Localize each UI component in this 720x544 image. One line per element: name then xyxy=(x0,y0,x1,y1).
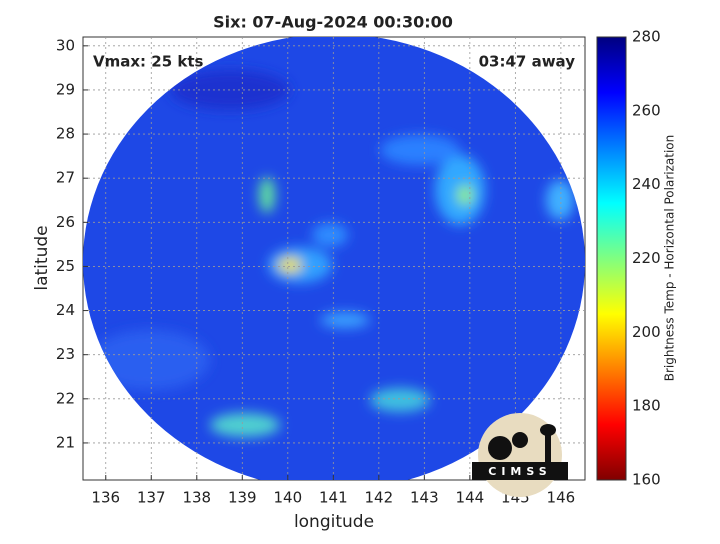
y-tick-label: 22 xyxy=(56,389,75,407)
grid xyxy=(83,37,585,480)
colorbar-tick-label: 240 xyxy=(632,175,661,193)
satellite-image xyxy=(83,37,585,480)
y-tick-label: 30 xyxy=(56,36,75,54)
x-tick-label: 146 xyxy=(547,489,576,507)
logo-text: CIMSS xyxy=(488,465,551,478)
annotation: 03:47 away xyxy=(479,53,576,71)
y-tick-label: 21 xyxy=(56,433,75,451)
y-tick-label: 25 xyxy=(56,257,75,275)
colorbar-tick-label: 220 xyxy=(632,249,661,267)
x-tick-label: 141 xyxy=(319,489,348,507)
x-tick-label: 140 xyxy=(273,489,302,507)
y-tick-label: 26 xyxy=(56,213,75,231)
x-tick-label: 142 xyxy=(365,489,394,507)
colorbar-tick-label: 260 xyxy=(632,101,661,119)
colorbar xyxy=(596,36,627,481)
x-axis-label: longitude xyxy=(294,512,374,532)
y-tick-label: 28 xyxy=(56,125,75,143)
colorbar-tick-label: 160 xyxy=(632,471,661,489)
y-tick-label: 23 xyxy=(56,345,75,363)
colorbar-tick-label: 200 xyxy=(632,323,661,341)
x-tick-label: 143 xyxy=(410,489,439,507)
x-tick-label: 139 xyxy=(228,489,257,507)
y-tick-label: 24 xyxy=(56,301,75,319)
y-tick-label: 27 xyxy=(56,169,75,187)
x-tick-label: 144 xyxy=(456,489,485,507)
chart-title: Six: 07-Aug-2024 00:30:00 xyxy=(213,13,453,32)
logo: CIMSS xyxy=(472,413,568,497)
x-tick-label: 137 xyxy=(137,489,166,507)
annotation: Vmax: 25 kts xyxy=(93,53,203,71)
colorbar-label: Brightness Temp - Horizontal Polarizatio… xyxy=(663,135,677,382)
y-axis-label: latitude xyxy=(32,225,52,290)
colorbar-tick-label: 180 xyxy=(632,397,661,415)
colorbar-tick-label: 280 xyxy=(632,28,661,46)
y-tick-label: 29 xyxy=(56,80,75,98)
x-tick-label: 138 xyxy=(182,489,211,507)
x-tick-label: 136 xyxy=(91,489,120,507)
